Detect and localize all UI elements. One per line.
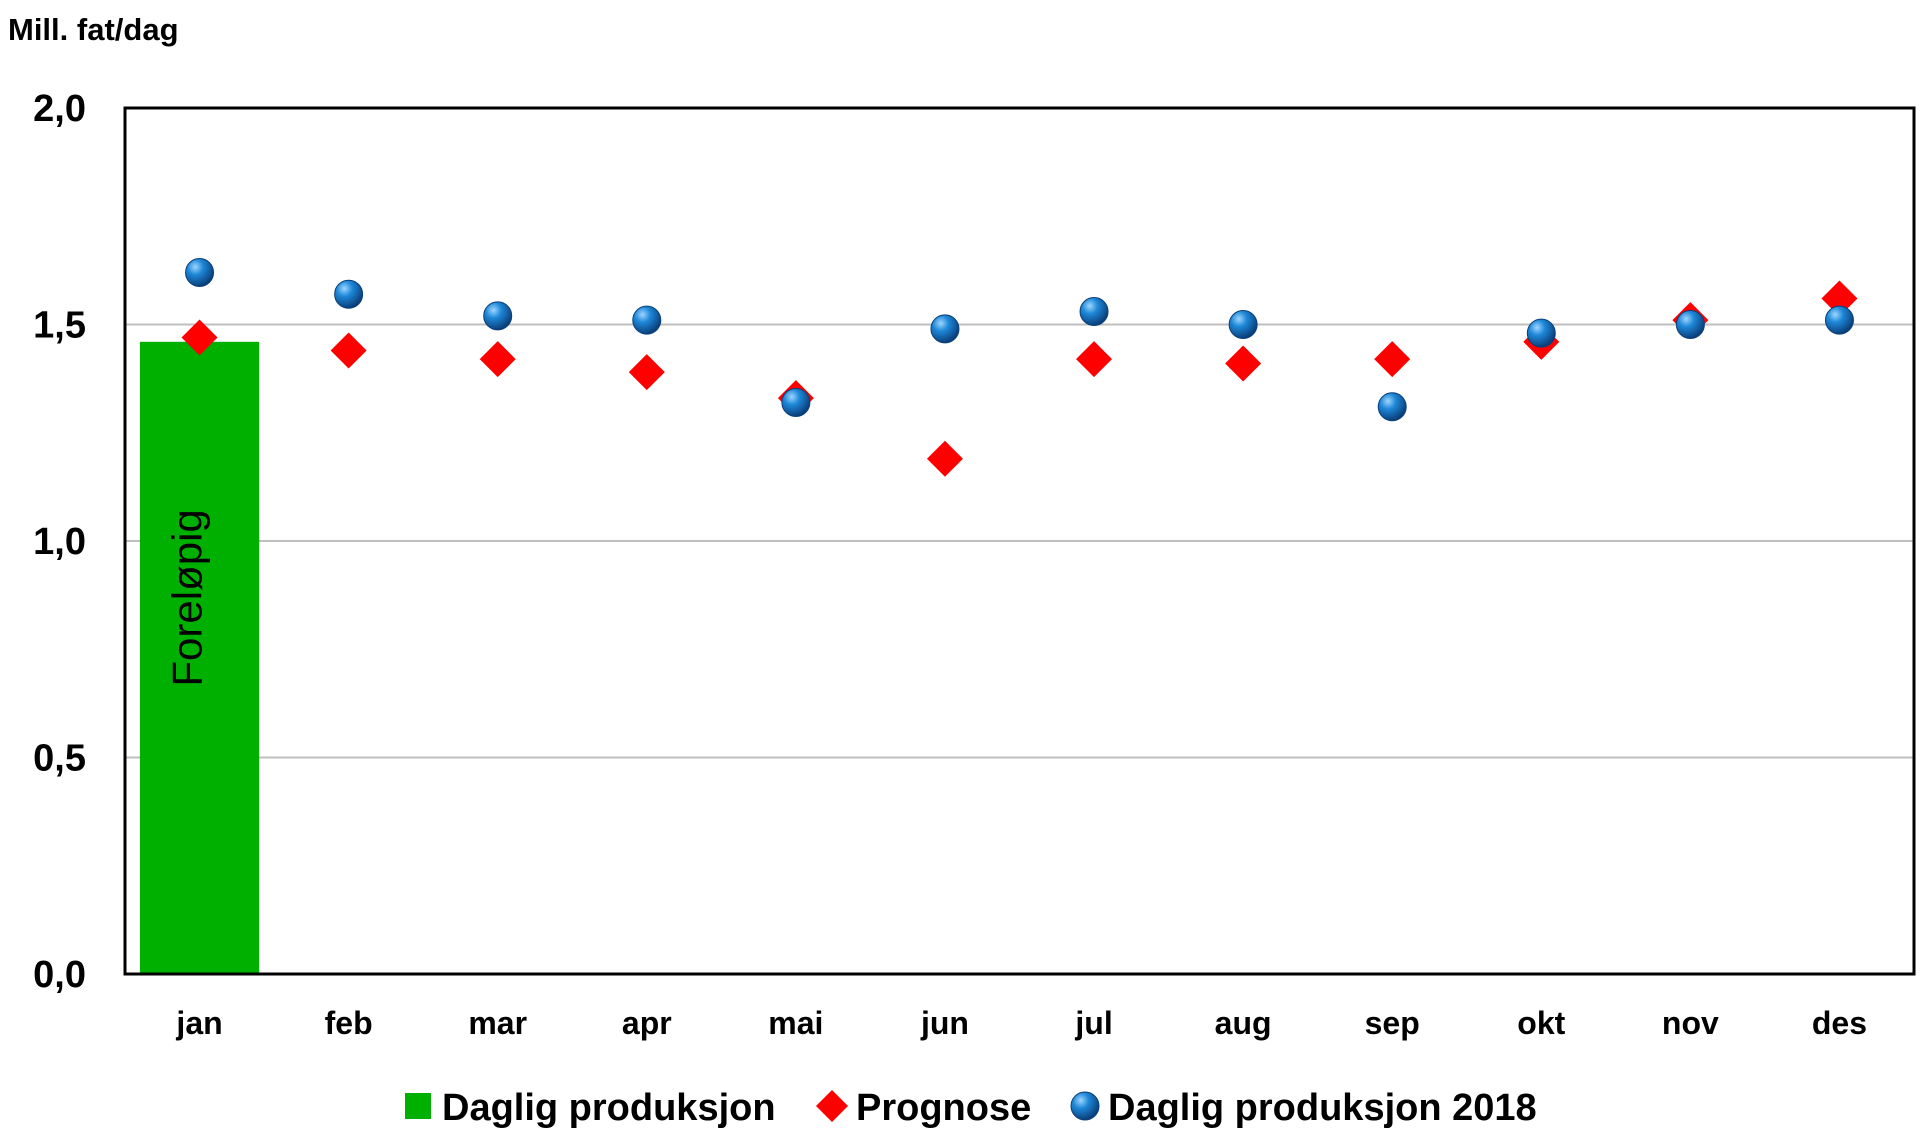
x-tick-label: okt bbox=[1517, 1005, 1565, 1041]
production-2018-point bbox=[1079, 297, 1109, 327]
production-2018-point bbox=[930, 314, 960, 344]
prognose-point bbox=[628, 354, 665, 391]
y-tick-label: 1,5 bbox=[33, 305, 86, 347]
legend-swatch-diamond bbox=[816, 1090, 848, 1122]
x-tick-label: mar bbox=[468, 1005, 527, 1041]
prognose-point bbox=[1821, 280, 1858, 317]
y-axis-unit-label: Mill. fat/dag bbox=[8, 12, 179, 47]
x-tick-label: apr bbox=[622, 1005, 672, 1041]
production-2018-markers bbox=[185, 258, 1854, 422]
bar-daglig-produksjon bbox=[139, 341, 260, 974]
x-tick-label: sep bbox=[1365, 1005, 1420, 1041]
prognose-point bbox=[926, 440, 963, 477]
production-2018-point bbox=[1526, 318, 1556, 348]
production-2018-point bbox=[1824, 305, 1854, 335]
y-tick-label: 0,0 bbox=[33, 954, 86, 996]
production-2018-point bbox=[1228, 310, 1258, 339]
legend-label: Daglig produksjon bbox=[442, 1087, 776, 1129]
bar-annotation: Foreløpig bbox=[164, 509, 211, 686]
x-tick-labels: jan feb mar apr mai jun jul aug sep okt nov des bbox=[175, 1005, 1867, 1041]
legend-swatch-circle bbox=[1070, 1091, 1100, 1121]
y-tick-label: 1,0 bbox=[33, 521, 86, 563]
x-tick-label: jun bbox=[920, 1005, 969, 1041]
gridlines bbox=[125, 323, 1914, 759]
y-tick-labels: 0,0 0,5 1,0 1,5 2,0 bbox=[33, 88, 86, 996]
prognose-point bbox=[181, 319, 218, 356]
x-tick-label: mai bbox=[768, 1005, 823, 1041]
production-2018-point bbox=[1377, 392, 1407, 422]
production-2018-point bbox=[334, 279, 364, 309]
prognose-point bbox=[1076, 341, 1113, 378]
x-tick-label: jan bbox=[175, 1005, 222, 1041]
prognose-point bbox=[1374, 341, 1411, 378]
legend-label: Prognose bbox=[856, 1087, 1031, 1129]
legend-swatch-bar bbox=[405, 1093, 431, 1119]
legend-label: Daglig produksjon 2018 bbox=[1108, 1087, 1537, 1129]
y-tick-label: 2,0 bbox=[33, 88, 86, 130]
production-2018-point bbox=[781, 387, 811, 417]
x-tick-label: feb bbox=[325, 1005, 373, 1041]
x-tick-label: nov bbox=[1662, 1005, 1719, 1041]
production-2018-point bbox=[185, 258, 215, 288]
production-2018-point bbox=[1675, 310, 1705, 339]
prognose-point bbox=[330, 332, 367, 369]
x-tick-label: jul bbox=[1074, 1005, 1112, 1041]
production-2018-point bbox=[483, 301, 513, 331]
plot-area-frame bbox=[123, 106, 1916, 976]
production-2018-point bbox=[632, 305, 662, 335]
y-tick-label: 0,5 bbox=[33, 738, 86, 780]
prognose-point bbox=[1225, 345, 1262, 382]
prognose-point bbox=[479, 341, 516, 378]
x-tick-label: des bbox=[1812, 1005, 1867, 1041]
bars: Foreløpig bbox=[139, 341, 260, 974]
legend: Daglig produksjon Prognose Daglig produksj… bbox=[405, 1087, 1537, 1129]
x-tick-label: aug bbox=[1215, 1005, 1272, 1041]
prognose-markers bbox=[181, 280, 1858, 477]
